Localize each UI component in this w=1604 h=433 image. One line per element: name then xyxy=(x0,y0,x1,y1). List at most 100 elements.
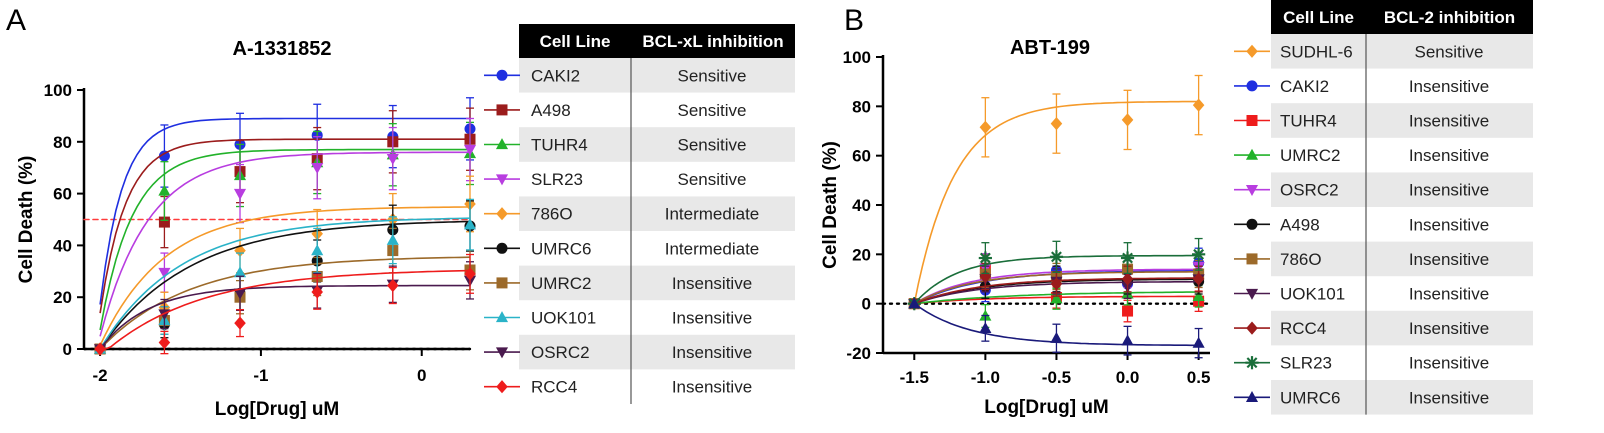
chart-b-point-tuhr4 xyxy=(1122,305,1134,317)
chart-b-x-axis-label: Log[Drug] uM xyxy=(984,397,1109,418)
table-a-inhibition-status: Sensitive xyxy=(678,66,747,85)
chart-a-series-slr23 xyxy=(94,117,477,356)
chart-a-point-slr23 xyxy=(463,144,477,156)
chart-a-point-caki2 xyxy=(158,150,170,162)
chart-a-point-slr23 xyxy=(158,267,171,279)
table-b-header-inhibition: BCL-2 inhibition xyxy=(1384,8,1515,27)
table-b-cell-line-name: UMRC2 xyxy=(1280,146,1340,165)
table-a-cell-line-name: UOK101 xyxy=(531,309,596,328)
table-a-cell-line-name: UMRC2 xyxy=(531,274,591,293)
chart-b-x-tick-label: -1.0 xyxy=(971,368,1000,387)
table-a-row-band xyxy=(519,265,795,301)
table-b-legend-swatch-tuhr4 xyxy=(1234,115,1270,126)
chart-a-point-slr23 xyxy=(233,188,247,200)
chart-a-fit-curve-a498 xyxy=(99,138,470,314)
table-a-row-band xyxy=(519,196,795,231)
chart-a-y-tick-label: 40 xyxy=(53,236,72,255)
table-a-inhibition-status: Intermediate xyxy=(665,239,760,258)
table-a-cell-line-name: CAKI2 xyxy=(531,66,580,85)
table-a-cell-line-name: OSRC2 xyxy=(531,343,590,362)
chart-a-series-umrc6 xyxy=(94,200,476,355)
chart-a-y-axis-label: Cell Death (%) xyxy=(16,156,37,284)
chart-a-y-tick-label: 60 xyxy=(53,185,72,204)
table-b-cell-line-name: RCC4 xyxy=(1280,319,1326,338)
table-b-inhibition-status: Insensitive xyxy=(1409,77,1489,96)
chart-a-x-tick-label: -2 xyxy=(93,366,108,385)
chart-b-point-umrc2 xyxy=(1050,292,1063,304)
table-b-legend-marker-uok101 xyxy=(1245,288,1259,300)
table-b-legend-swatch-a498 xyxy=(1234,218,1270,230)
chart-b-point-sudhl-6 xyxy=(1192,98,1205,112)
chart-b-point-umrc6 xyxy=(979,322,992,334)
chart-a-point-a498 xyxy=(158,216,170,228)
table-b-legend-marker-slr23 xyxy=(1245,356,1259,370)
table-b-inhibition-status: Insensitive xyxy=(1409,285,1489,304)
table-a-inhibition-status: Sensitive xyxy=(678,101,747,120)
table-a-legend-marker-osrc2 xyxy=(495,347,509,359)
chart-b-y-tick-label: 0 xyxy=(862,295,871,314)
chart-b-y-tick-label: 60 xyxy=(852,147,871,166)
table-a-legend-marker-a498 xyxy=(496,104,508,116)
table-a-legend-swatch-tuhr4 xyxy=(484,138,520,150)
chart-a-point-slr23 xyxy=(386,153,399,165)
chart-b-x-tick-label: -1.5 xyxy=(900,368,929,387)
table-a-legend-marker-umrc6 xyxy=(496,242,508,254)
chart-b-x-tick-label: 0.0 xyxy=(1116,368,1140,387)
table-b-row-band xyxy=(1271,241,1533,277)
table-b: Cell Line BCL-2 inhibition SUDHL-6 Sensitiv… xyxy=(1234,0,1533,415)
table-b-legend-marker-tuhr4 xyxy=(1246,115,1258,126)
table-b-row-band xyxy=(1271,310,1533,346)
table-a-inhibition-status: Insensitive xyxy=(672,343,752,362)
chart-b-y-tick-label: 20 xyxy=(852,245,871,264)
table-b-row-band xyxy=(1271,172,1533,207)
chart-a-point-tuhr4 xyxy=(158,184,171,196)
table-b-legend-swatch-umrc2 xyxy=(1234,148,1270,160)
chart-a-point-uok101 xyxy=(233,266,247,278)
table-b-legend-swatch-osrc2 xyxy=(1234,185,1270,197)
table-b-cell-line-name: CAKI2 xyxy=(1280,77,1329,96)
chart-a-y-tick-label: 0 xyxy=(63,340,72,359)
chart-b-point-sudhl-6 xyxy=(1121,113,1134,127)
chart-b-point-sudhl-6 xyxy=(979,120,992,134)
chart-a: A-1331852 0 20 40 60 80 100 -2 -1 0 Log[Drug] uM Ce… xyxy=(16,38,477,420)
chart-a-fit-curve-slr23 xyxy=(99,151,471,337)
chart-b: ABT-199 -20 0 20 40 60 80 100 -1.5 -1.0 -0.5 0.0 0.5… xyxy=(820,37,1212,418)
chart-a-point-rcc4 xyxy=(311,285,323,299)
table-a-legend-swatch-umrc6 xyxy=(484,242,520,254)
table-a-legend-swatch-slr23 xyxy=(484,174,520,186)
table-b-inhibition-status: Sensitive xyxy=(1415,42,1484,61)
table-a-inhibition-status: Sensitive xyxy=(678,170,747,189)
chart-a-y-tick-label: 20 xyxy=(53,288,72,307)
chart-b-title: ABT-199 xyxy=(1010,37,1090,59)
chart-b-point-umrc6 xyxy=(908,297,921,309)
chart-b-y-tick-label: 100 xyxy=(843,48,871,67)
table-b-inhibition-status: Insensitive xyxy=(1409,319,1489,338)
table-a-row-band xyxy=(519,334,795,370)
table-b-cell-line-name: SUDHL-6 xyxy=(1280,42,1353,61)
chart-b-point-slr23 xyxy=(1120,251,1135,265)
chart-a-point-rcc4 xyxy=(158,335,171,350)
table-a-legend-marker-tuhr4 xyxy=(495,138,509,150)
table-b-row-band xyxy=(1271,103,1533,138)
table-b-inhibition-status: Insensitive xyxy=(1409,354,1489,373)
table-b-legend-marker-umrc2 xyxy=(1245,148,1259,160)
chart-b-point-slr23 xyxy=(1192,247,1206,261)
chart-a-series-a498 xyxy=(94,107,476,355)
table-a-legend-swatch-786o xyxy=(484,207,520,221)
table-a-legend-swatch-a498 xyxy=(484,104,520,116)
chart-a-fit-curve-osrc2 xyxy=(99,284,470,350)
chart-b-point-rcc4 xyxy=(1121,272,1134,286)
table-a-legend-swatch-caki2 xyxy=(484,69,520,81)
table-a-cell-line-name: 786O xyxy=(531,205,573,224)
table-a-inhibition-status: Insensitive xyxy=(672,309,752,328)
chart-a-fit-curve-786o xyxy=(99,206,470,346)
table-a-cell-line-name: A498 xyxy=(531,101,571,120)
table-a-legend-marker-caki2 xyxy=(496,69,508,81)
table-a-legend-swatch-rcc4 xyxy=(484,380,520,394)
table-a-legend-swatch-uok101 xyxy=(484,311,520,323)
table-b-legend-marker-osrc2 xyxy=(1245,185,1259,197)
table-a-header-cell-line: Cell Line xyxy=(540,32,611,51)
table-b-cell-line-name: UOK101 xyxy=(1280,285,1345,304)
table-b-legend-marker-caki2 xyxy=(1246,80,1258,92)
table-a-legend-marker-uok101 xyxy=(495,311,509,323)
